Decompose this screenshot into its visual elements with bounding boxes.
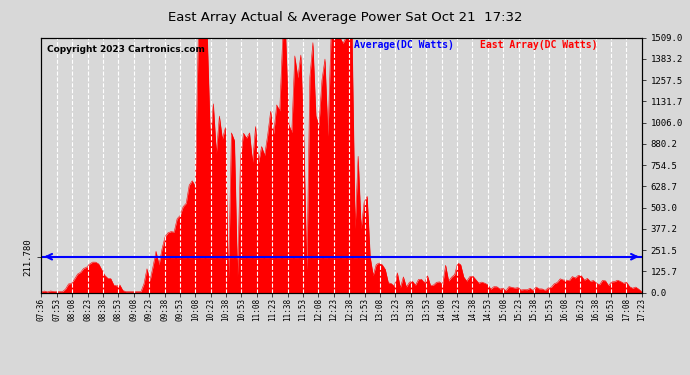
Text: East Array(DC Watts): East Array(DC Watts) [480, 40, 597, 50]
Text: East Array Actual & Average Power Sat Oct 21  17:32: East Array Actual & Average Power Sat Oc… [168, 11, 522, 24]
Text: Average(DC Watts): Average(DC Watts) [353, 40, 453, 50]
Text: Copyright 2023 Cartronics.com: Copyright 2023 Cartronics.com [48, 45, 206, 54]
